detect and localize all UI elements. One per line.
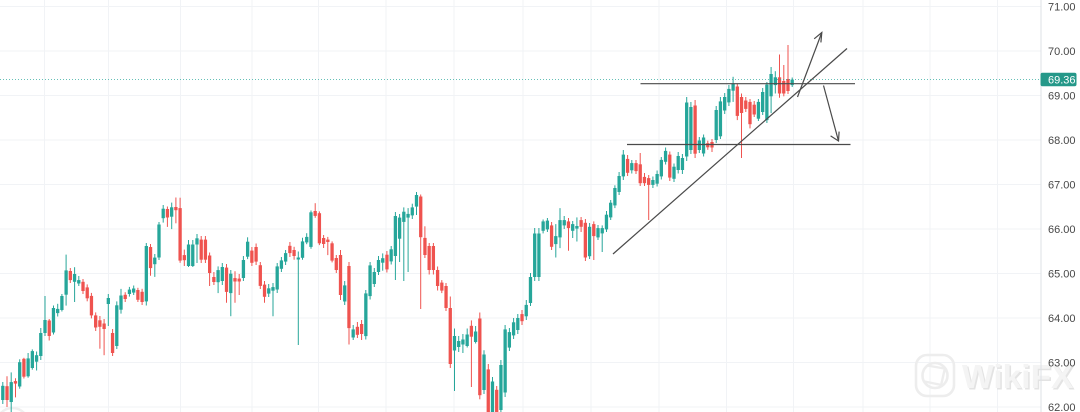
svg-text:WikiFX: WikiFX — [964, 361, 1076, 398]
svg-text:62.00: 62.00 — [1048, 402, 1076, 412]
svg-text:WikiFX: WikiFX — [962, 359, 1074, 396]
svg-text:64.00: 64.00 — [1048, 313, 1076, 325]
svg-text:66.00: 66.00 — [1048, 224, 1076, 236]
svg-text:71.00: 71.00 — [1048, 2, 1076, 14]
svg-text:69.00: 69.00 — [1048, 91, 1076, 103]
svg-text:67.00: 67.00 — [1048, 180, 1076, 192]
svg-text:68.00: 68.00 — [1048, 135, 1076, 147]
svg-text:70.00: 70.00 — [1048, 46, 1076, 58]
svg-text:65.00: 65.00 — [1048, 269, 1076, 281]
svg-text:69.36: 69.36 — [1048, 74, 1076, 86]
svg-text:63.00: 63.00 — [1048, 358, 1076, 370]
